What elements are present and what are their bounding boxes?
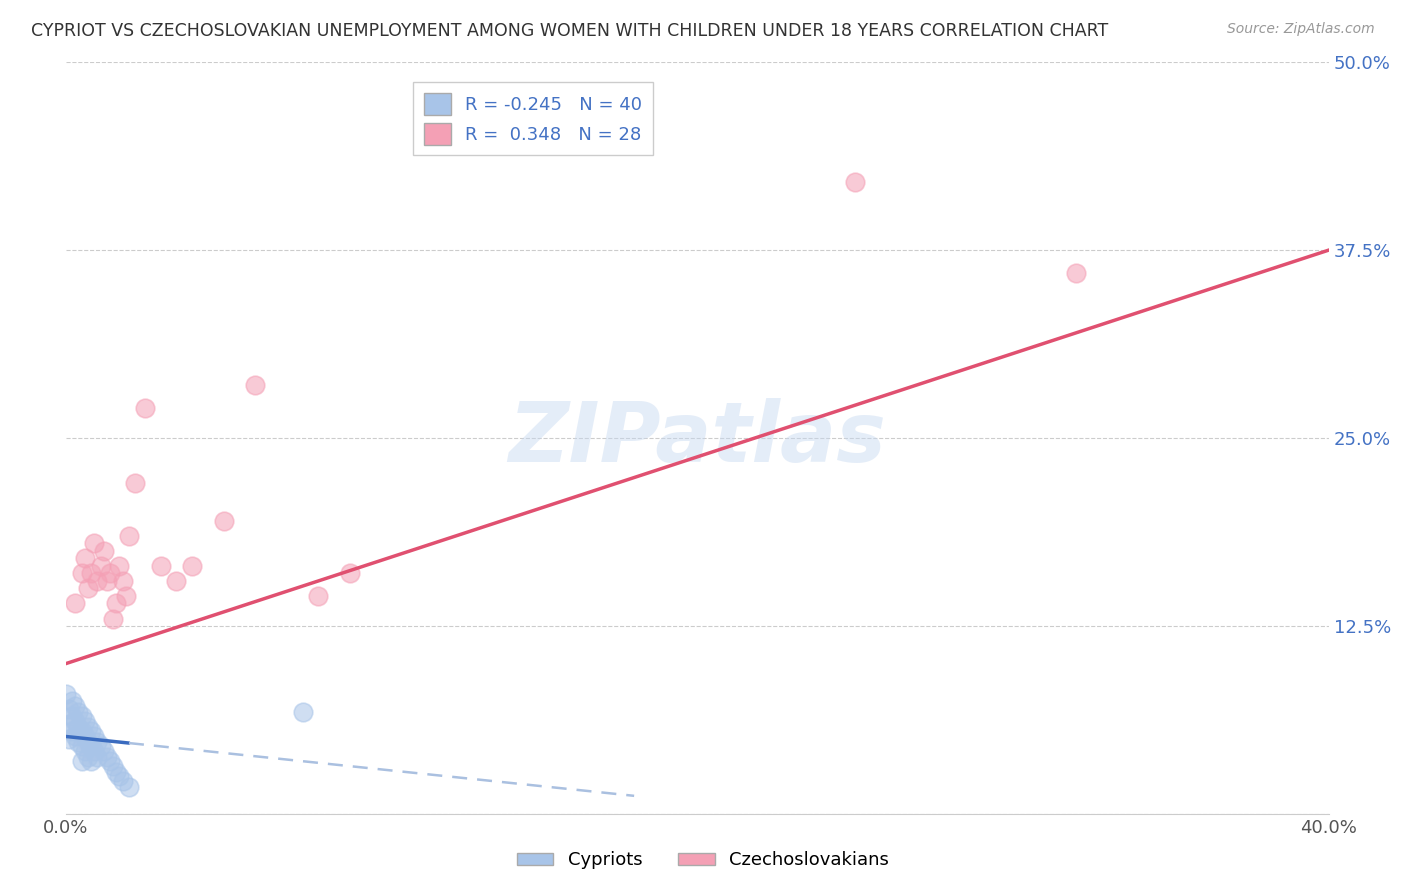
Point [70,724,93,739]
Point [80,566,103,581]
Point [98,566,121,581]
Point [134,401,156,415]
Point [65,729,87,743]
Point [80,739,103,754]
Point [65,698,87,713]
Point [108,558,131,573]
Point [212,514,235,528]
Point [90,739,112,754]
Point [96,749,118,764]
Point [98,755,121,769]
Legend: Cypriots, Czechoslovakians: Cypriots, Czechoslovakians [508,842,898,879]
Point [77,720,100,734]
Point [73,551,96,566]
Point [86,749,108,764]
Legend: R = -0.245   N = 40, R =  0.348   N = 28: R = -0.245 N = 40, R = 0.348 N = 28 [413,82,654,155]
Point [65,597,87,611]
Point [844,176,866,190]
Point [165,574,187,588]
Point [245,378,267,392]
Point [67,735,90,749]
Point [60,694,83,708]
Point [96,574,118,588]
Point [58,731,80,746]
Point [114,589,136,603]
Point [124,476,146,491]
Point [181,558,204,573]
Text: ZIPatlas: ZIPatlas [509,398,886,479]
Point [73,714,96,728]
Point [60,724,83,739]
Point [1064,266,1087,280]
Point [307,589,329,603]
Point [105,764,128,779]
Point [70,755,93,769]
Point [80,755,103,769]
Point [118,780,141,794]
Point [86,574,108,588]
Point [93,544,115,558]
Point [101,611,124,625]
Point [70,739,93,754]
Text: CYPRIOT VS CZECHOSLOVAKIAN UNEMPLOYMENT AMONG WOMEN WITH CHILDREN UNDER 18 YEARS: CYPRIOT VS CZECHOSLOVAKIAN UNEMPLOYMENT … [31,22,1108,40]
Point [70,709,93,723]
Point [80,724,103,739]
Point [118,529,141,543]
Point [73,744,96,758]
Point [77,582,100,596]
Point [65,714,87,728]
Text: Source: ZipAtlas.com: Source: ZipAtlas.com [1227,22,1375,37]
Point [67,705,90,719]
Point [108,769,131,783]
Point [291,705,314,719]
Point [111,574,134,588]
Point [58,716,80,731]
Point [60,709,83,723]
Point [101,759,124,773]
Point [67,720,90,734]
Point [83,744,105,758]
Point [111,773,134,788]
Point [58,702,80,716]
Point [77,735,100,749]
Point [149,558,172,573]
Point [77,749,100,764]
Point [83,536,105,550]
Point [70,566,93,581]
Point [55,687,77,701]
Point [339,566,361,581]
Point [105,597,128,611]
Point [90,558,112,573]
Point [93,744,115,758]
Point [83,729,105,743]
Point [73,729,96,743]
Point [86,735,108,749]
